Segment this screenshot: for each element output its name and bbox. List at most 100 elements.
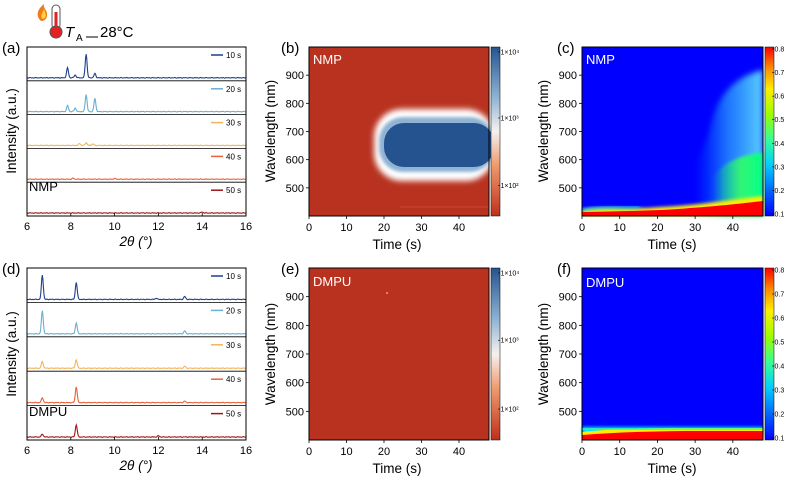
xrd-trace-10s bbox=[26, 275, 247, 301]
colorbar-tick-label: 0.7 bbox=[775, 70, 785, 77]
colorbar-tick-label: 1×10² bbox=[501, 407, 520, 414]
legend-label: 30 s bbox=[226, 341, 241, 350]
colorbar-tick-label: 0.8 bbox=[775, 47, 785, 54]
panel-b-label: (b) bbox=[281, 40, 299, 57]
panel-e-colorbar-labels: 1×10⁴ 1×10³ 1×10² bbox=[498, 271, 519, 414]
y-tick-label: 500 bbox=[559, 183, 577, 195]
panel-e-x-ticks: 0 10 20 30 40 bbox=[306, 440, 465, 458]
panel-e-solvent-tag: DMPU bbox=[313, 274, 351, 289]
legend-label: 40 s bbox=[226, 375, 241, 384]
x-tick-label: 16 bbox=[240, 445, 252, 457]
panel-c-absorption-edge bbox=[581, 70, 763, 216]
x-tick-label: 6 bbox=[24, 445, 30, 457]
panel-e-label: (e) bbox=[281, 261, 299, 278]
panel-c-label: (c) bbox=[557, 40, 575, 57]
y-tick-label: 500 bbox=[559, 406, 577, 418]
colorbar-tick-label: 0.4 bbox=[775, 141, 785, 148]
panel-a-ylabel: Intensity (a.u.) bbox=[4, 88, 19, 174]
colorbar-tick-label: 0.1 bbox=[775, 436, 785, 443]
x-tick-label: 8 bbox=[68, 221, 74, 233]
x-tick-label: 10 bbox=[614, 222, 626, 234]
panel-b-y-ticks: 500 600 700 800 900 bbox=[286, 70, 309, 195]
x-tick-label: 10 bbox=[340, 446, 352, 458]
panel-e-ylabel: Wavelength (nm) bbox=[263, 303, 278, 405]
y-tick-label: 500 bbox=[286, 406, 304, 418]
t-subscript: A bbox=[76, 33, 83, 44]
temperature-value: 28°C bbox=[100, 24, 134, 41]
panel-c: (c) NMP Wavelength (nm) Time (s) 0 10 20 30… bbox=[536, 40, 784, 252]
panel-b-xlabel: Time (s) bbox=[373, 237, 422, 252]
xrd-trace-50s bbox=[26, 211, 247, 214]
panel-e-y-ticks: 500 600 700 800 900 bbox=[286, 292, 309, 418]
legend-label: 10 s bbox=[226, 272, 241, 281]
xrd-trace-40s bbox=[26, 386, 247, 404]
x-tick-label: 16 bbox=[240, 221, 252, 233]
colorbar-tick-label: 1×10² bbox=[501, 183, 520, 190]
y-tick-label: 700 bbox=[286, 127, 304, 139]
colorbar-tick-label: 1×10⁴ bbox=[501, 50, 520, 57]
panel-f-solvent-tag: DMPU bbox=[586, 275, 624, 290]
panel-f-colorbar bbox=[764, 267, 775, 441]
panel-b: (b) NMP Wavelength (nm) Time (s) 0 10 20 30… bbox=[263, 40, 519, 252]
panel-f-heatmap-background bbox=[582, 268, 763, 440]
panel-a-legend: 10 s 20 s 30 s 40 s 50 s bbox=[211, 51, 241, 195]
y-tick-label: 800 bbox=[559, 320, 577, 332]
y-tick-label: 500 bbox=[286, 183, 304, 195]
y-tick-label: 900 bbox=[559, 292, 577, 304]
y-tick-label: 700 bbox=[559, 127, 577, 139]
panel-a-x-ticks: 6 8 10 12 14 16 bbox=[24, 213, 252, 233]
x-tick-label: 40 bbox=[727, 446, 739, 458]
panel-c-xlabel: Time (s) bbox=[648, 237, 697, 252]
colorbar-tick-label: 1×10³ bbox=[501, 338, 520, 345]
thermometer-fire-icon bbox=[37, 4, 63, 39]
panel-f-colorbar-labels: 0.8 0.7 0.6 0.5 0.4 0.3 0.2 0.1 bbox=[772, 268, 784, 443]
x-tick-label: 8 bbox=[68, 445, 74, 457]
x-tick-label: 20 bbox=[651, 222, 663, 234]
panel-d-legend: 10 s 20 s 30 s 40 s 50 s bbox=[211, 272, 241, 419]
x-tick-label: 0 bbox=[579, 222, 585, 234]
legend-label: 10 s bbox=[226, 51, 241, 60]
panel-e: (e) DMPU Wavelength (nm) Time (s) 0 10 20 3… bbox=[263, 261, 519, 476]
x-tick-label: 20 bbox=[378, 222, 390, 234]
panel-b-ylabel: Wavelength (nm) bbox=[263, 80, 278, 182]
x-tick-label: 40 bbox=[453, 446, 465, 458]
panel-c-x-ticks: 0 10 20 30 40 bbox=[579, 216, 739, 234]
panel-a-plot-area bbox=[26, 54, 247, 214]
panel-f: (f) DMPU Wavelength (nm) Time (s) 0 10 20 3… bbox=[536, 261, 784, 476]
y-tick-label: 800 bbox=[286, 98, 304, 110]
colorbar-tick-label: 0.3 bbox=[775, 164, 785, 171]
x-tick-label: 6 bbox=[24, 221, 30, 233]
x-tick-label: 20 bbox=[378, 446, 390, 458]
y-tick-label: 800 bbox=[286, 320, 304, 332]
panel-e-colorbar bbox=[490, 267, 501, 441]
x-tick-label: 10 bbox=[108, 221, 120, 233]
xrd-trace-10s bbox=[26, 54, 247, 79]
colorbar-tick-label: 0.5 bbox=[775, 340, 785, 347]
legend-label: 50 s bbox=[226, 186, 241, 195]
panel-b-colorbar bbox=[490, 46, 501, 217]
legend-label: 20 s bbox=[226, 306, 241, 315]
y-tick-label: 600 bbox=[559, 155, 577, 167]
xrd-trace-20s bbox=[26, 310, 247, 335]
xrd-trace-30s bbox=[26, 142, 247, 147]
x-tick-label: 40 bbox=[727, 222, 739, 234]
x-tick-label: 10 bbox=[614, 446, 626, 458]
panel-a-solvent-tag: NMP bbox=[29, 179, 58, 194]
colorbar-tick-label: 0.6 bbox=[775, 316, 785, 323]
panel-f-x-ticks: 0 10 20 30 40 bbox=[579, 440, 739, 458]
y-tick-label: 900 bbox=[559, 70, 577, 82]
x-tick-label: 12 bbox=[152, 445, 164, 457]
legend-label: 40 s bbox=[226, 152, 241, 161]
colorbar-tick-label: 0.2 bbox=[775, 188, 785, 195]
panel-d-xlabel: 2θ (°) bbox=[119, 458, 153, 473]
x-tick-label: 10 bbox=[108, 445, 120, 457]
panel-c-y-ticks: 500 600 700 800 900 bbox=[559, 70, 582, 195]
panel-a-label: (a) bbox=[2, 40, 20, 57]
x-tick-label: 0 bbox=[579, 446, 585, 458]
legend-label: 30 s bbox=[226, 119, 241, 128]
panel-c-ylabel: Wavelength (nm) bbox=[536, 80, 551, 182]
x-tick-label: 14 bbox=[196, 445, 208, 457]
xrd-trace-50s bbox=[26, 423, 247, 438]
x-tick-label: 0 bbox=[306, 446, 312, 458]
